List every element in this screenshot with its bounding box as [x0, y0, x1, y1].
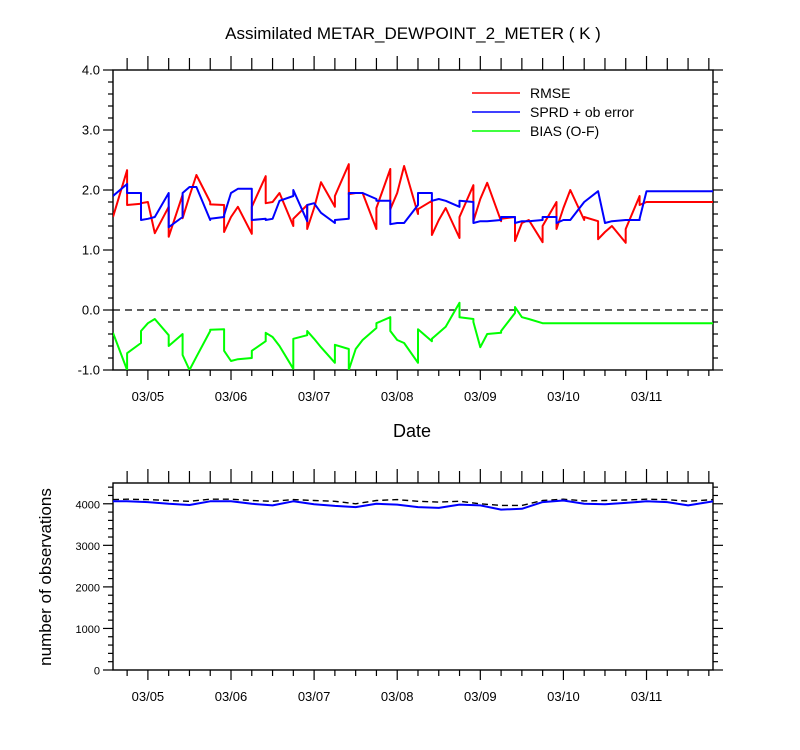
x-tick-label: 03/08 — [381, 689, 414, 704]
series-group — [113, 498, 713, 511]
y-tick-label: 2000 — [76, 582, 100, 594]
series-line-observations-possible — [113, 498, 713, 507]
x-tick-label: 03/07 — [298, 689, 331, 704]
series-line-rmse — [113, 163, 713, 244]
y-tick-label: -1.0 — [78, 363, 100, 378]
y-tick-label: 3.0 — [82, 123, 100, 138]
top-panel: 03/05 03/06 03/07 03/08 03/09 03/10 03/11 -1.0 0… — [78, 56, 723, 404]
legend-label: SPRD + ob error — [530, 104, 634, 120]
y-tick-label: 1.0 — [82, 243, 100, 258]
x-tick-label: 03/05 — [132, 389, 165, 404]
x-tick-label: 03/07 — [298, 389, 331, 404]
x-tick-label: 03/05 — [132, 689, 165, 704]
x-tick-label: 03/06 — [215, 689, 248, 704]
y-tick-label: 2.0 — [82, 183, 100, 198]
chart-title: Assimilated METAR_DEWPOINT_2_METER ( K ) — [225, 24, 601, 43]
series-line-bias-o-f- — [113, 301, 713, 370]
x-tick-label: 03/09 — [464, 689, 497, 704]
y-tick-label: 4000 — [76, 499, 100, 511]
series-line-observations-assimilated — [113, 499, 713, 511]
y-tick-label: 0.0 — [82, 303, 100, 318]
x-tick-label: 03/10 — [547, 689, 580, 704]
x-tick-label: 03/10 — [547, 389, 580, 404]
series-group — [113, 163, 713, 370]
y-tick-label: 4.0 — [82, 63, 100, 78]
x-tick-label: 03/09 — [464, 389, 497, 404]
x-tick-label: 03/11 — [631, 689, 663, 704]
legend-label: RMSE — [530, 85, 570, 101]
x-axis-label: Date — [393, 421, 431, 441]
x-tick-label: 03/06 — [215, 389, 248, 404]
series-line-sprd-ob-error — [113, 183, 713, 229]
plot-frame — [112, 482, 714, 671]
x-tick-label: 03/08 — [381, 389, 414, 404]
legend-label: BIAS (O-F) — [530, 123, 599, 139]
y-tick-label: 0 — [94, 666, 100, 678]
plot-frame — [112, 69, 714, 371]
bottom-panel: 03/05 03/06 03/07 03/08 03/09 03/10 03/11 0 1000… — [76, 469, 723, 704]
y-tick-label: 3000 — [76, 541, 100, 553]
y-tick-label: 1000 — [76, 624, 100, 636]
y-axis-label-observations: number of observations — [36, 488, 55, 666]
x-tick-label: 03/11 — [631, 389, 663, 404]
